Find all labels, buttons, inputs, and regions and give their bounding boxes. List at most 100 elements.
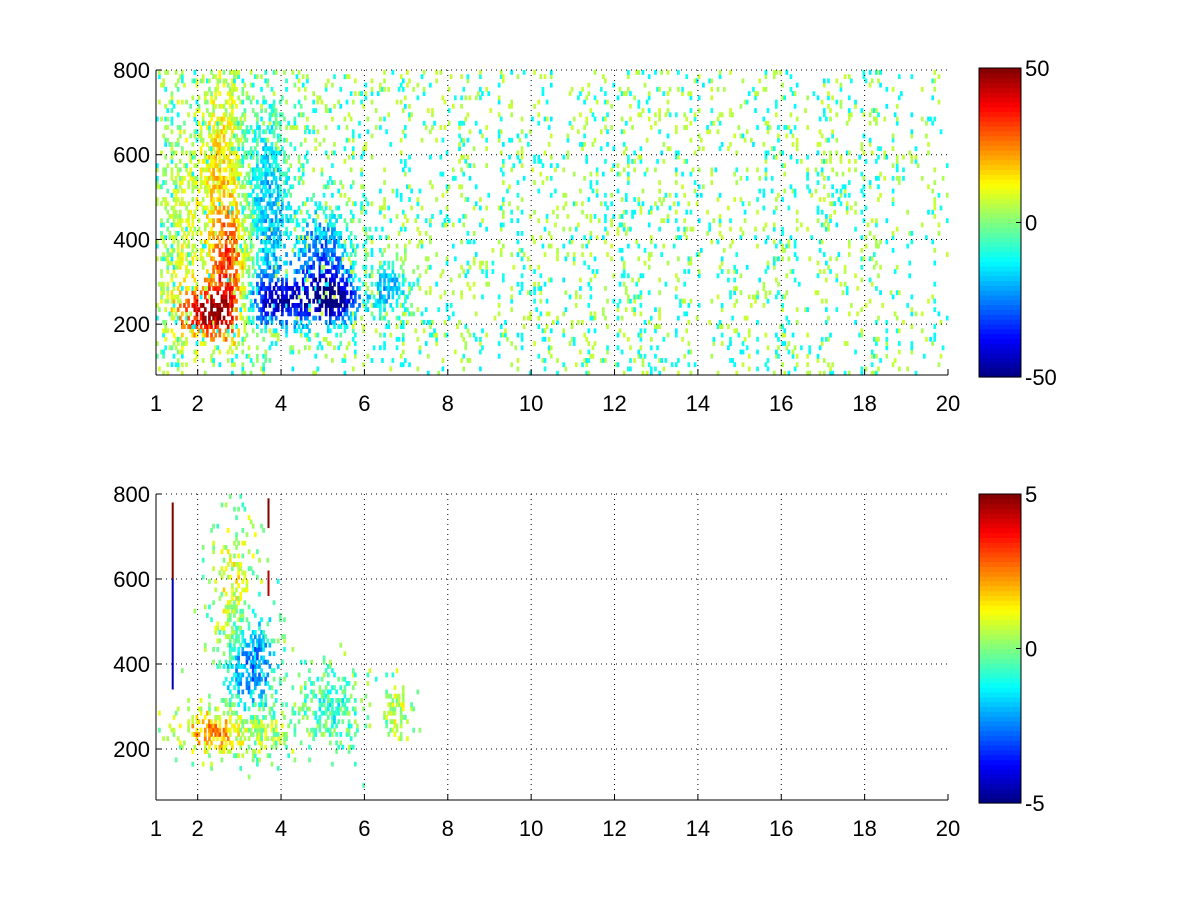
heatmap-cell <box>766 260 770 266</box>
heatmap-cell <box>860 366 864 372</box>
heatmap-cell <box>343 116 347 122</box>
heatmap-cell <box>431 319 434 325</box>
heatmap-cell <box>256 99 259 105</box>
heatmap-cell <box>218 218 222 224</box>
heatmap-cell <box>224 239 228 245</box>
heatmap-cell <box>689 108 693 113</box>
heatmap-cell <box>247 235 251 241</box>
heatmap-cell <box>785 315 789 321</box>
heatmap-cell <box>187 324 190 330</box>
heatmap-cell <box>633 197 636 202</box>
heatmap-cell <box>764 362 768 368</box>
heatmap-cell <box>191 715 195 720</box>
heatmap-cell <box>333 103 336 109</box>
heatmap-cell <box>847 74 851 80</box>
heatmap-cell <box>441 366 445 372</box>
heatmap-cell <box>687 269 691 274</box>
heatmap-cell <box>875 370 878 376</box>
heatmap-cell <box>297 167 301 173</box>
heatmap-cell <box>331 150 334 156</box>
heatmap-cell <box>351 137 355 143</box>
heatmap-cell <box>831 129 834 135</box>
heatmap-cell <box>389 273 393 279</box>
colorbar-swatch <box>979 77 1021 84</box>
heatmap-cell <box>287 120 290 126</box>
heatmap-cell <box>210 230 213 236</box>
heatmap-cell <box>199 167 203 173</box>
heatmap-cell <box>862 74 866 80</box>
heatmap-cell <box>326 239 330 245</box>
heatmap-cell <box>370 247 374 253</box>
heatmap-cell <box>228 277 232 283</box>
heatmap-cell <box>226 617 230 623</box>
colorbar-swatch <box>979 236 1021 243</box>
heatmap-cell <box>176 243 180 249</box>
heatmap-cell <box>208 230 211 236</box>
heatmap-cell <box>295 294 299 300</box>
heatmap-cell <box>501 332 505 338</box>
heatmap-cell <box>226 209 230 215</box>
heatmap-cell <box>226 710 230 716</box>
heatmap-cell <box>383 269 386 274</box>
heatmap-cell <box>370 264 374 270</box>
heatmap-cell <box>281 171 284 177</box>
heatmap-cell <box>389 218 393 224</box>
heatmap-cell <box>522 264 526 270</box>
heatmap-cell <box>537 112 541 118</box>
heatmap-cell <box>618 171 622 177</box>
heatmap-cell <box>829 214 832 219</box>
heatmap-cell <box>331 277 334 283</box>
heatmap-cell <box>839 281 843 287</box>
heatmap-cell <box>176 294 180 300</box>
heatmap-cell <box>720 112 724 118</box>
heatmap-cell <box>460 192 463 198</box>
heatmap-cell <box>278 167 282 173</box>
heatmap-cell <box>622 269 626 274</box>
heatmap-cell <box>314 146 318 152</box>
heatmap-cell <box>185 99 188 105</box>
heatmap-cell <box>549 353 553 359</box>
heatmap-cell <box>533 154 536 160</box>
heatmap-cell <box>479 205 482 211</box>
heatmap-cell <box>251 256 255 262</box>
heatmap-cell <box>268 103 272 109</box>
heatmap-cell <box>718 230 722 236</box>
heatmap-cell <box>231 201 234 207</box>
heatmap-cell <box>622 281 626 287</box>
heatmap-cell <box>333 298 336 304</box>
heatmap-cell <box>397 315 401 321</box>
heatmap-cell <box>206 723 209 729</box>
heatmap-cell <box>218 311 222 317</box>
heatmap-cell <box>324 103 328 109</box>
heatmap-cell <box>283 192 286 198</box>
heatmap-cell <box>206 298 209 304</box>
heatmap-cell <box>720 260 724 266</box>
heatmap-cell <box>245 137 249 143</box>
heatmap-cell <box>772 370 776 376</box>
heatmap-cell <box>783 171 787 177</box>
heatmap-cell <box>891 230 895 236</box>
heatmap-cell <box>424 218 428 224</box>
heatmap-cell <box>910 349 914 355</box>
heatmap-cell <box>239 264 243 270</box>
heatmap-cell <box>893 358 897 363</box>
heatmap-cell <box>233 188 236 194</box>
heatmap-cell <box>627 86 630 92</box>
heatmap-cell <box>249 222 253 228</box>
heatmap-cell <box>408 112 411 118</box>
heatmap-cell <box>339 214 343 219</box>
heatmap-cell <box>672 201 676 207</box>
heatmap-cell <box>472 294 476 300</box>
heatmap-cell <box>160 230 163 236</box>
heatmap-cell <box>201 311 205 317</box>
heatmap-cell <box>278 298 282 304</box>
heatmap-cell <box>733 328 737 334</box>
heatmap-cell <box>735 328 739 334</box>
heatmap-cell <box>208 125 211 130</box>
heatmap-cell <box>585 358 589 363</box>
heatmap-cell <box>387 205 391 211</box>
heatmap-cell <box>387 243 391 249</box>
heatmap-cell <box>293 120 297 126</box>
heatmap-cell <box>783 328 787 334</box>
heatmap-cell <box>331 260 334 266</box>
